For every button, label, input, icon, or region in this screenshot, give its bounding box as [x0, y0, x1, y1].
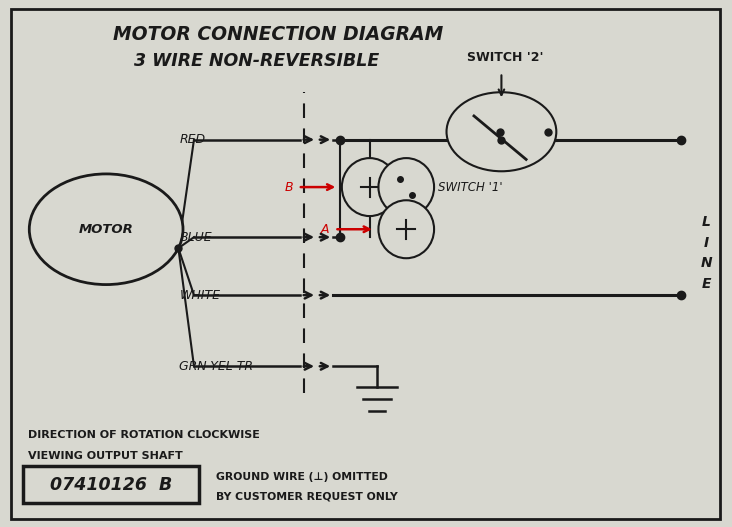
Ellipse shape — [378, 200, 434, 258]
Ellipse shape — [342, 158, 397, 216]
Text: DIRECTION OF ROTATION CLOCKWISE: DIRECTION OF ROTATION CLOCKWISE — [28, 430, 260, 440]
Text: WHITE: WHITE — [179, 289, 220, 301]
Text: GROUND WIRE (⊥) OMITTED: GROUND WIRE (⊥) OMITTED — [216, 472, 388, 482]
Text: 3 WIRE NON-REVERSIBLE: 3 WIRE NON-REVERSIBLE — [133, 52, 379, 70]
Text: GRN-YEL TR: GRN-YEL TR — [179, 360, 253, 373]
Text: A: A — [321, 223, 329, 236]
Text: MOTOR: MOTOR — [79, 223, 133, 236]
Text: SWITCH '2': SWITCH '2' — [467, 52, 543, 64]
Text: RED: RED — [179, 133, 206, 146]
Text: L
I
N
E: L I N E — [701, 215, 712, 291]
Text: SWITCH '1': SWITCH '1' — [438, 181, 502, 193]
Bar — [23, 466, 199, 503]
Text: BLUE: BLUE — [179, 231, 212, 243]
Circle shape — [29, 174, 183, 285]
Text: BY CUSTOMER REQUEST ONLY: BY CUSTOMER REQUEST ONLY — [216, 492, 397, 501]
Text: VIEWING OUTPUT SHAFT: VIEWING OUTPUT SHAFT — [28, 451, 182, 461]
Text: MOTOR CONNECTION DIAGRAM: MOTOR CONNECTION DIAGRAM — [113, 25, 444, 44]
Circle shape — [447, 92, 556, 171]
Text: 07410126  B: 07410126 B — [50, 476, 173, 494]
Ellipse shape — [378, 158, 434, 216]
Text: B: B — [284, 181, 293, 193]
